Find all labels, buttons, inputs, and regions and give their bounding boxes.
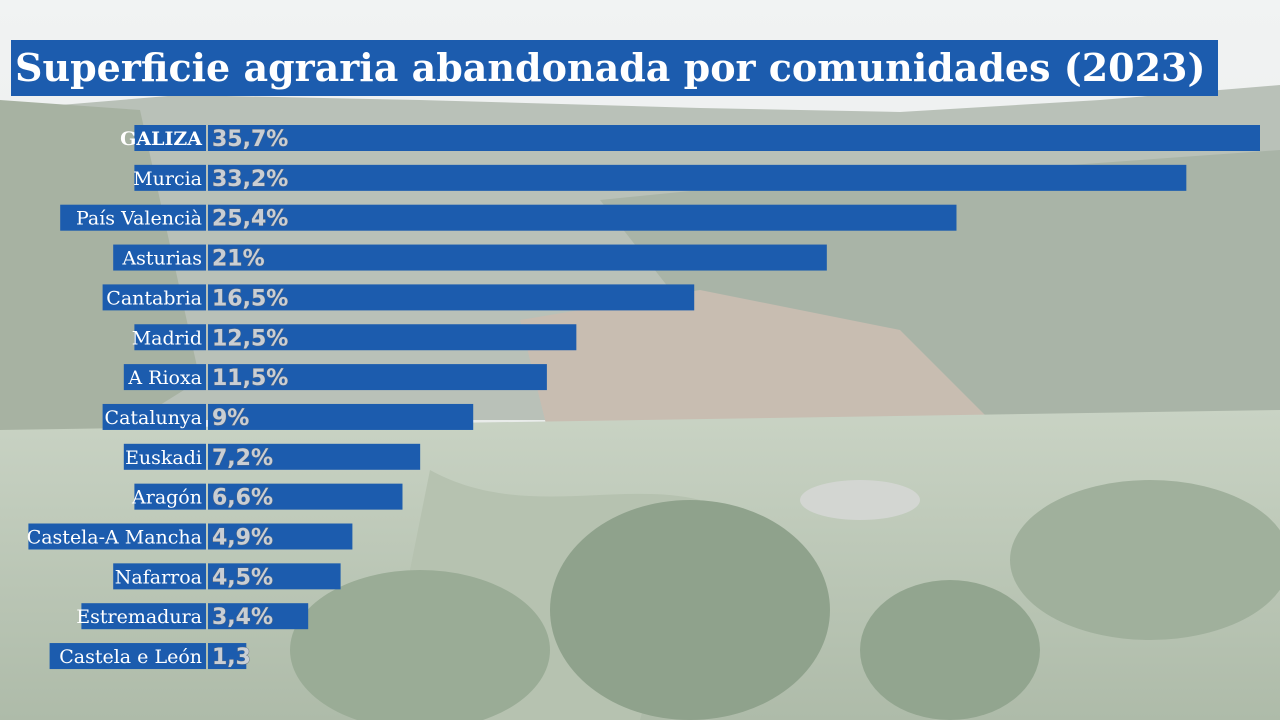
category-label: Murcia <box>133 168 202 190</box>
category-label: GALIZA <box>120 128 202 150</box>
data-label: 35,7% <box>212 127 288 152</box>
data-label: 7,2% <box>212 446 273 471</box>
data-label: 4,9% <box>212 526 273 551</box>
bar <box>208 403 474 430</box>
bar <box>208 324 577 351</box>
bar <box>208 204 957 231</box>
category-label-bg <box>134 125 206 151</box>
data-label: 4,5% <box>212 565 273 590</box>
data-label: 11,5% <box>212 366 288 391</box>
category-label: Cantabria <box>106 287 202 309</box>
bar <box>208 643 247 670</box>
category-label-bg <box>49 643 206 670</box>
category-label-bg <box>102 403 206 430</box>
category-label-bg <box>134 324 206 351</box>
bar <box>208 563 341 590</box>
category-label: Estremadura <box>76 606 202 628</box>
category-label-bg <box>113 563 206 590</box>
category-label: Aragón <box>131 487 202 509</box>
category-label-bg <box>134 483 206 510</box>
bar <box>208 284 695 311</box>
data-label: 33,2% <box>212 167 288 192</box>
category-label-bg <box>123 443 206 470</box>
category-label-bg <box>81 603 206 630</box>
data-label: 3,4% <box>212 605 273 630</box>
data-label: 1,3 <box>212 645 251 670</box>
bar <box>208 244 827 271</box>
data-label: 25,4% <box>212 207 288 232</box>
category-label: Asturias <box>121 248 202 270</box>
category-label: País Valencià <box>76 208 202 230</box>
category-label: Castela-A Mancha <box>27 527 202 549</box>
bar <box>208 364 547 391</box>
category-label: Euskadi <box>125 447 202 469</box>
data-label: 16,5% <box>212 286 288 311</box>
category-label-bg <box>113 244 206 271</box>
category-label-bg <box>134 164 206 191</box>
data-label: 6,6% <box>212 486 273 511</box>
bar <box>208 164 1187 191</box>
category-label: Madrid <box>132 327 202 349</box>
data-label: 21% <box>212 247 265 272</box>
category-label: Nafarroa <box>115 566 202 588</box>
category-label: Catalunya <box>105 407 202 429</box>
bar <box>208 483 403 510</box>
category-label-bg <box>60 204 207 231</box>
bar <box>208 443 421 470</box>
data-label: 9% <box>212 406 249 431</box>
bar <box>208 603 309 630</box>
chart-title: Superficie agraria abandonada por comuni… <box>11 40 1218 96</box>
category-label: Castela e León <box>59 646 202 668</box>
category-label-bg <box>102 284 206 311</box>
bar <box>208 523 353 550</box>
bar <box>208 125 1260 151</box>
category-label-bg <box>123 364 206 391</box>
category-label-bg <box>28 523 207 550</box>
data-label: 12,5% <box>212 326 288 351</box>
category-label: A Rioxa <box>127 367 202 389</box>
